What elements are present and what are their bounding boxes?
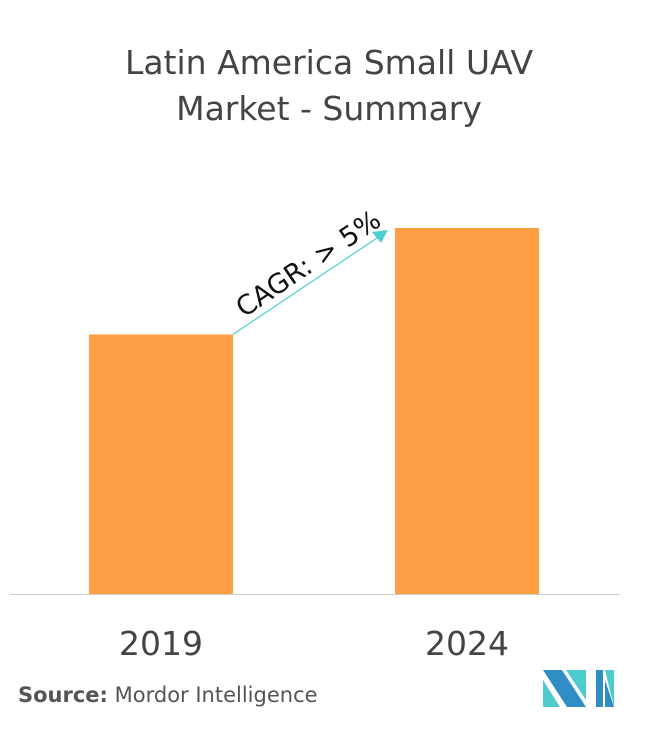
x-tick-label: 2019: [119, 624, 203, 663]
source-note: Source: Mordor Intelligence: [18, 683, 318, 707]
bar-2019: [89, 334, 233, 594]
source-label: Source:: [18, 683, 108, 707]
bar-2024: [395, 228, 539, 594]
cagr-arrow-head: [372, 230, 388, 243]
title-line-2: Market - Summary: [176, 89, 482, 128]
x-tick-label: 2024: [425, 624, 509, 663]
cagr-arrow-line: [232, 235, 381, 335]
cagr-annotation: CAGR: > 5%: [231, 205, 387, 324]
chart-title: Latin America Small UAV Market - Summary: [0, 40, 658, 132]
title-line-1: Latin America Small UAV: [124, 43, 534, 82]
source-text: Mordor Intelligence: [107, 683, 318, 707]
